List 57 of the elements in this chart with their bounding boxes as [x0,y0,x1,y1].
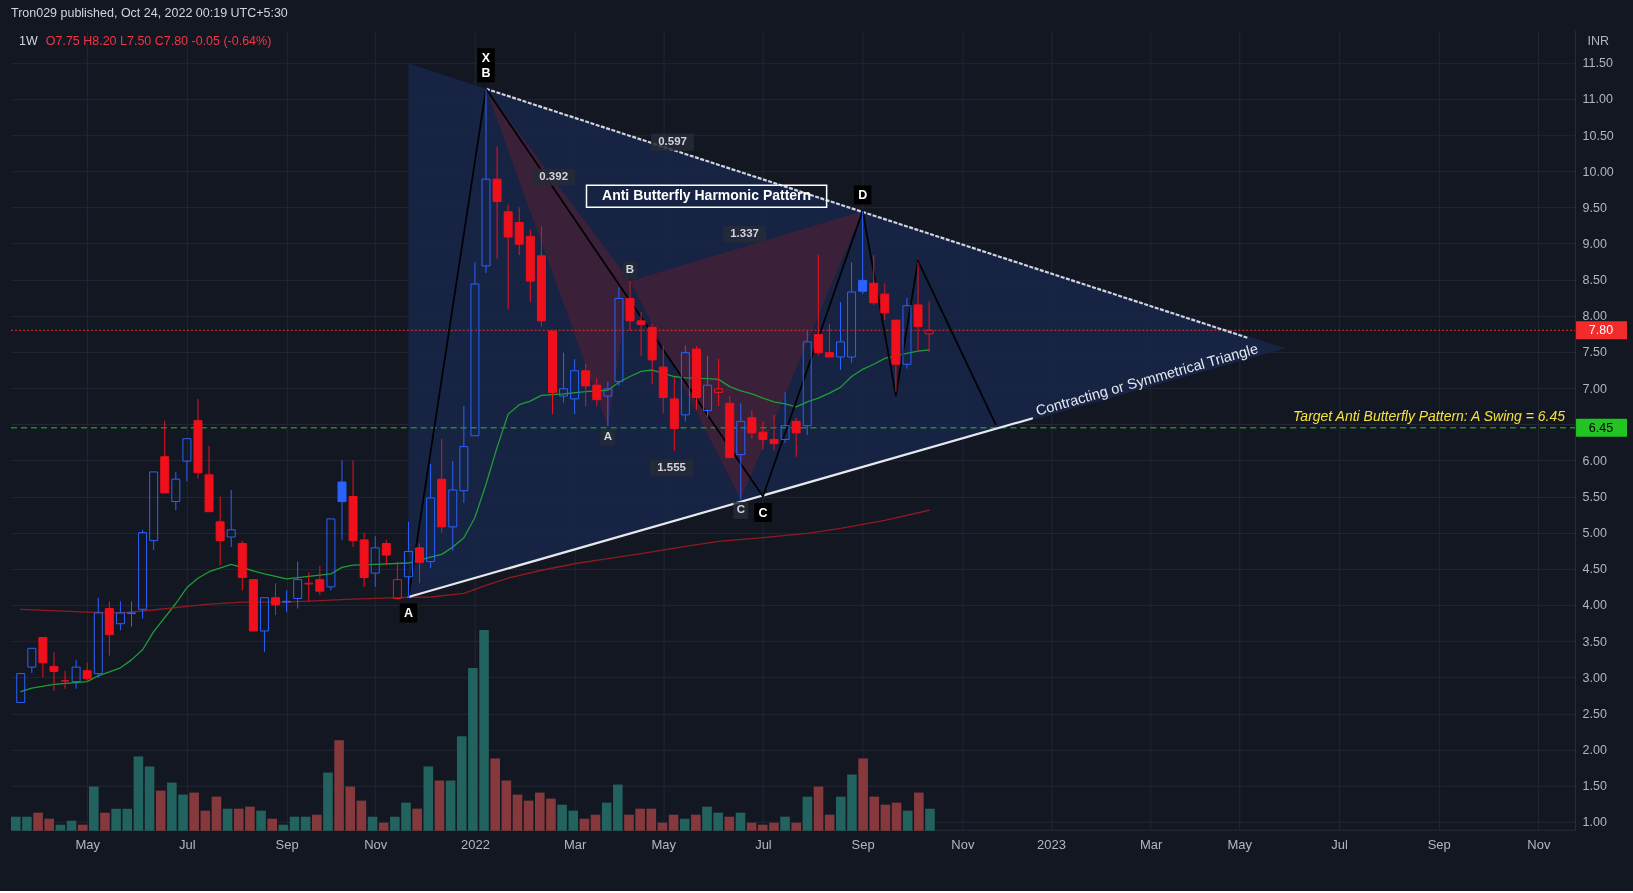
y-tick-label: 8.00 [1582,309,1607,324]
x-tick-label: 2022 [460,837,490,853]
annotation: B [481,65,491,80]
chart-title: 1W [18,34,38,49]
y-tick-label: 1.00 [1582,815,1607,830]
y-tick-label: 2.00 [1582,743,1607,758]
annotation: A [403,605,413,620]
y-tick-label: 5.00 [1582,526,1607,541]
annotation: 0.392 [539,170,569,183]
annotation: Anti Butterfly Harmonic Pattern [602,187,812,204]
y-tick-label: 8.50 [1582,273,1607,288]
x-tick-label: May [651,837,677,853]
x-tick-label: 2023 [1037,837,1066,853]
x-tick-label: Jul [1331,837,1348,853]
x-tick-label: Sep [851,837,875,853]
y-axis-title: INR [1587,33,1610,48]
annotation: C [736,503,745,516]
y-tick-label: 7.50 [1582,345,1607,360]
y-tick-label: 3.50 [1582,634,1607,649]
annotation: 1.555 [657,460,687,473]
ref-line-label: Target Anti Butterfly Pattern: A Swing = 6.45 [1293,407,1566,424]
x-tick-label: Sep [1427,837,1451,853]
annotation: B [625,263,635,276]
annotation: 1.337 [730,227,759,240]
x-tick-label: Mar [563,837,587,853]
y-tick-label: 5.50 [1582,490,1607,505]
annotation: D [858,187,868,202]
y-tick-label: 4.00 [1582,598,1607,613]
y-tick-label: 9.00 [1582,237,1607,251]
annotation: 0.597 [658,135,687,148]
y-tick-label: 7.00 [1582,381,1607,396]
x-tick-label: May [1227,837,1253,853]
text: Tron029 published, Oct 24, 2022 00:19 UTC+5:30 [10,6,288,21]
annotation: A [603,430,613,443]
y-tick-label: 9.50 [1582,200,1607,215]
x-tick-label: May [75,837,101,853]
x-tick-label: Nov [364,837,388,853]
y-tick-label: 11.00 [1582,92,1613,107]
x-tick-label: Nov [1527,837,1551,853]
x-tick-label: Jul [179,837,196,853]
y-tick-label: 1.50 [1582,779,1607,794]
text: 7.80 [1588,323,1614,338]
x-tick-label: Jul [755,837,772,853]
y-tick-label: 4.50 [1582,562,1607,577]
y-tick-label: 11.50 [1582,56,1613,71]
y-tick-label: 10.00 [1582,164,1614,179]
x-tick-label: Sep [275,837,299,853]
annotation: C [758,505,768,520]
y-tick-label: 10.50 [1582,128,1614,143]
x-tick-label: Mar [1139,837,1164,853]
text: 6.45 [1588,420,1614,435]
annotation: X [481,50,491,65]
chart-subtitle: O7.75 H8.20 L7.50 C7.80 -0.05 (-0.64%) [45,34,272,49]
y-tick-label: 6.00 [1582,453,1607,468]
y-tick-label: 3.00 [1582,670,1607,685]
y-tick-label: 2.50 [1582,706,1607,721]
x-tick-label: Nov [951,837,975,853]
